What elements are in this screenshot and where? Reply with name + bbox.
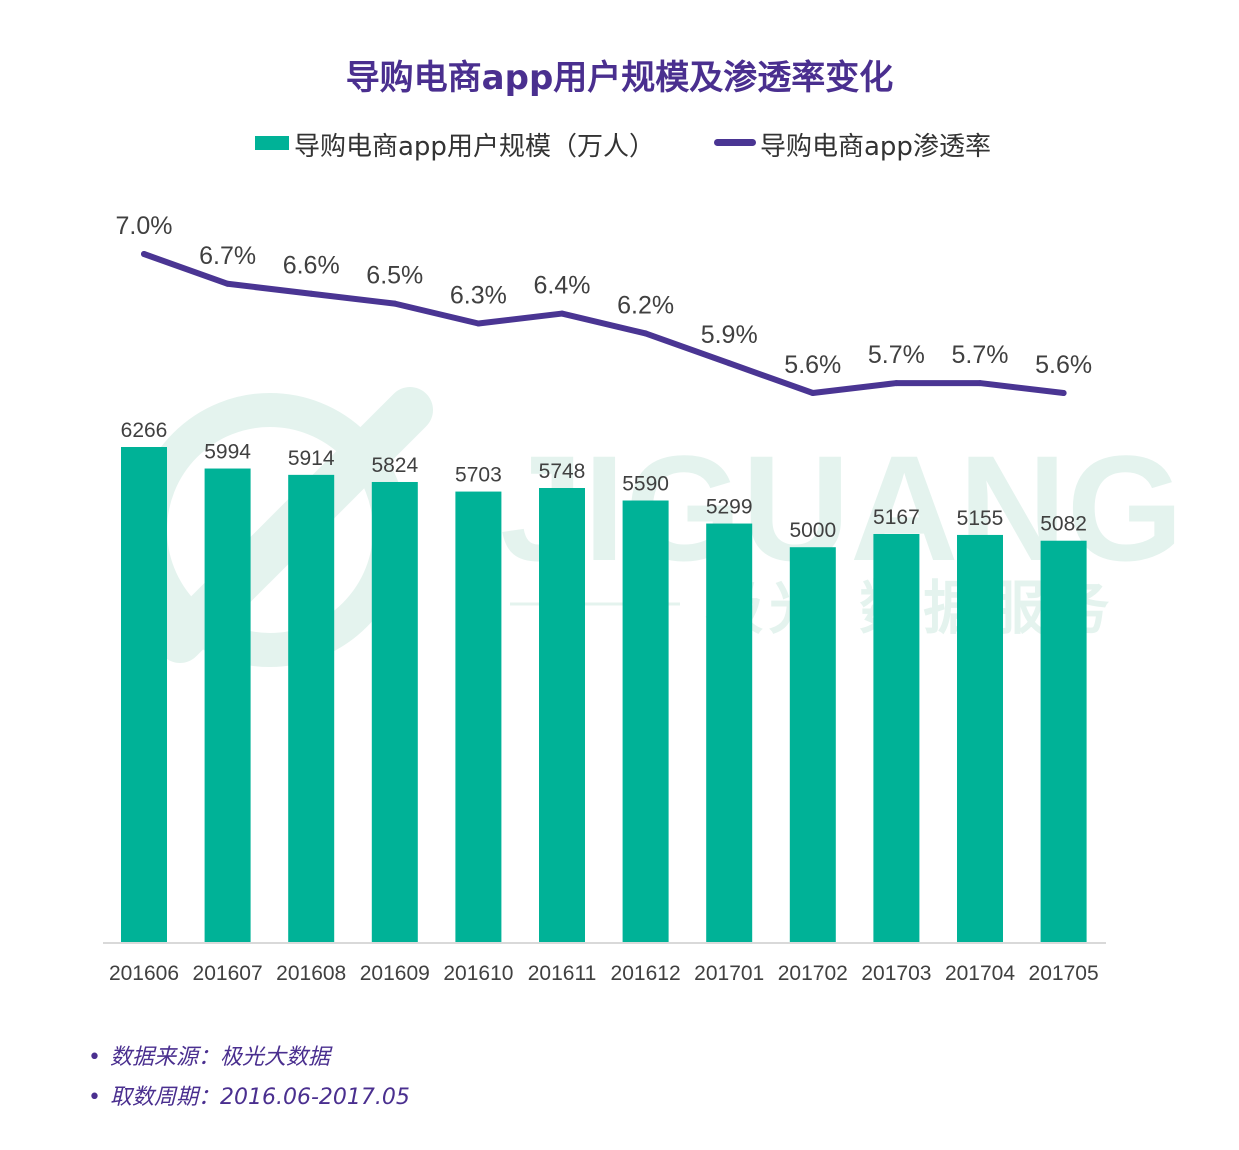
line-point-201612 [642,330,649,337]
x-tick-label: 201607 [193,962,263,985]
legend-line-swatch [714,139,756,146]
chart-legend: 导购电商app用户规模（万人） 导购电商app渗透率 [0,124,1239,164]
note-period: • 取数周期：2016.06-2017.05 [88,1078,410,1118]
line-value-label: 6.4% [534,272,591,300]
bar-value-label: 5994 [204,441,251,464]
line-value-label: 7.0% [116,212,173,240]
bar-value-label: 5590 [622,473,669,496]
bar-201609 [371,481,418,943]
line-value-label: 5.9% [701,321,758,349]
line-point-201606 [141,251,147,257]
x-tick-label: 201705 [1029,962,1099,985]
x-tick-label: 201609 [360,962,430,985]
x-tick-labels: 201606 201607 201608 201609 201610 201611 2016… [109,962,1099,985]
bar-201606 [121,447,167,943]
line-value-label: 6.6% [283,252,340,280]
line-value-label: 6.5% [366,262,423,290]
line-point-201608 [308,290,315,297]
x-tick-label: 201610 [443,962,513,985]
x-tick-label: 201704 [945,962,1015,985]
bar-201612 [622,500,669,943]
bar-value-label: 5000 [789,519,836,542]
line-value-label: 6.2% [617,291,674,319]
bar-201701 [706,523,753,943]
bar-value-label: 5824 [371,454,418,477]
x-tick-label: 201611 [528,962,597,985]
penetration-rate-line [141,251,1067,396]
bar-value-label: 5167 [873,506,920,529]
line-series [141,251,1067,396]
line-point-201609 [391,300,398,307]
x-tick-label: 201612 [611,962,681,985]
bar-value-label: 5082 [1040,513,1087,536]
bar-value-label: 5703 [455,464,502,487]
x-tick-label: 201701 [694,962,764,985]
bar-201705 [1040,540,1087,943]
line-point-201705 [1060,390,1067,396]
x-tick-label: 201703 [861,962,931,985]
line-point-201611 [559,310,565,317]
legend-line-label: 导购电商app渗透率 [760,132,991,162]
bar-201610 [455,491,502,943]
note-source-text: 数据来源：极光大数据 [110,1045,331,1070]
note-bullet: • [88,1045,101,1070]
line-value-label: 5.7% [952,341,1009,369]
bar-201607 [204,468,251,943]
line-value-label: 6.7% [199,242,256,270]
x-tick-label: 201606 [109,962,179,985]
bar-201611 [539,488,585,943]
line-value-label: 5.7% [868,341,925,369]
bar-series [121,447,1087,943]
bar-value-label: 5748 [539,460,586,483]
line-point-201703 [893,380,900,387]
note-period-text: 取数周期：2016.06-2017.05 [110,1085,410,1110]
line-point-201702 [809,390,816,396]
bar-201704 [957,534,1003,943]
line-point-201610 [475,320,482,327]
chart-title: 导购电商app用户规模及渗透率变化 [345,58,894,98]
legend-bar-swatch [255,136,289,150]
line-value-label: 6.3% [450,282,507,310]
bar-201702 [789,547,836,943]
line-value-label: 5.6% [784,351,841,379]
line-point-201607 [224,280,231,287]
line-value-label: 5.6% [1035,351,1092,379]
line-point-201704 [977,380,983,387]
bar-201608 [288,474,335,943]
x-tick-label: 201608 [276,962,346,985]
note-source: • 数据来源：极光大数据 [88,1038,410,1078]
footnotes: • 数据来源：极光大数据 • 取数周期：2016.06-2017.05 [88,1038,410,1118]
bar-value-label: 5155 [957,507,1004,530]
bar-201703 [873,533,920,943]
bar-value-label: 5299 [706,496,753,519]
note-bullet: • [88,1085,101,1110]
bar-data-labels: 6266 5994 5914 5824 5703 5748 5590 5299 5000 5167… [121,419,1087,542]
x-tick-label: 201702 [778,962,848,985]
line-point-201701 [726,360,733,367]
bar-value-label: 6266 [121,419,168,442]
bar-value-label: 5914 [288,447,335,470]
legend-bar-label: 导购电商app用户规模（万人） [294,132,655,162]
line-data-labels: 7.0% 6.7% 6.6% 6.5% 6.3% 6.4% 6.2% 5.9% 5.6% 5.7%… [116,212,1093,379]
